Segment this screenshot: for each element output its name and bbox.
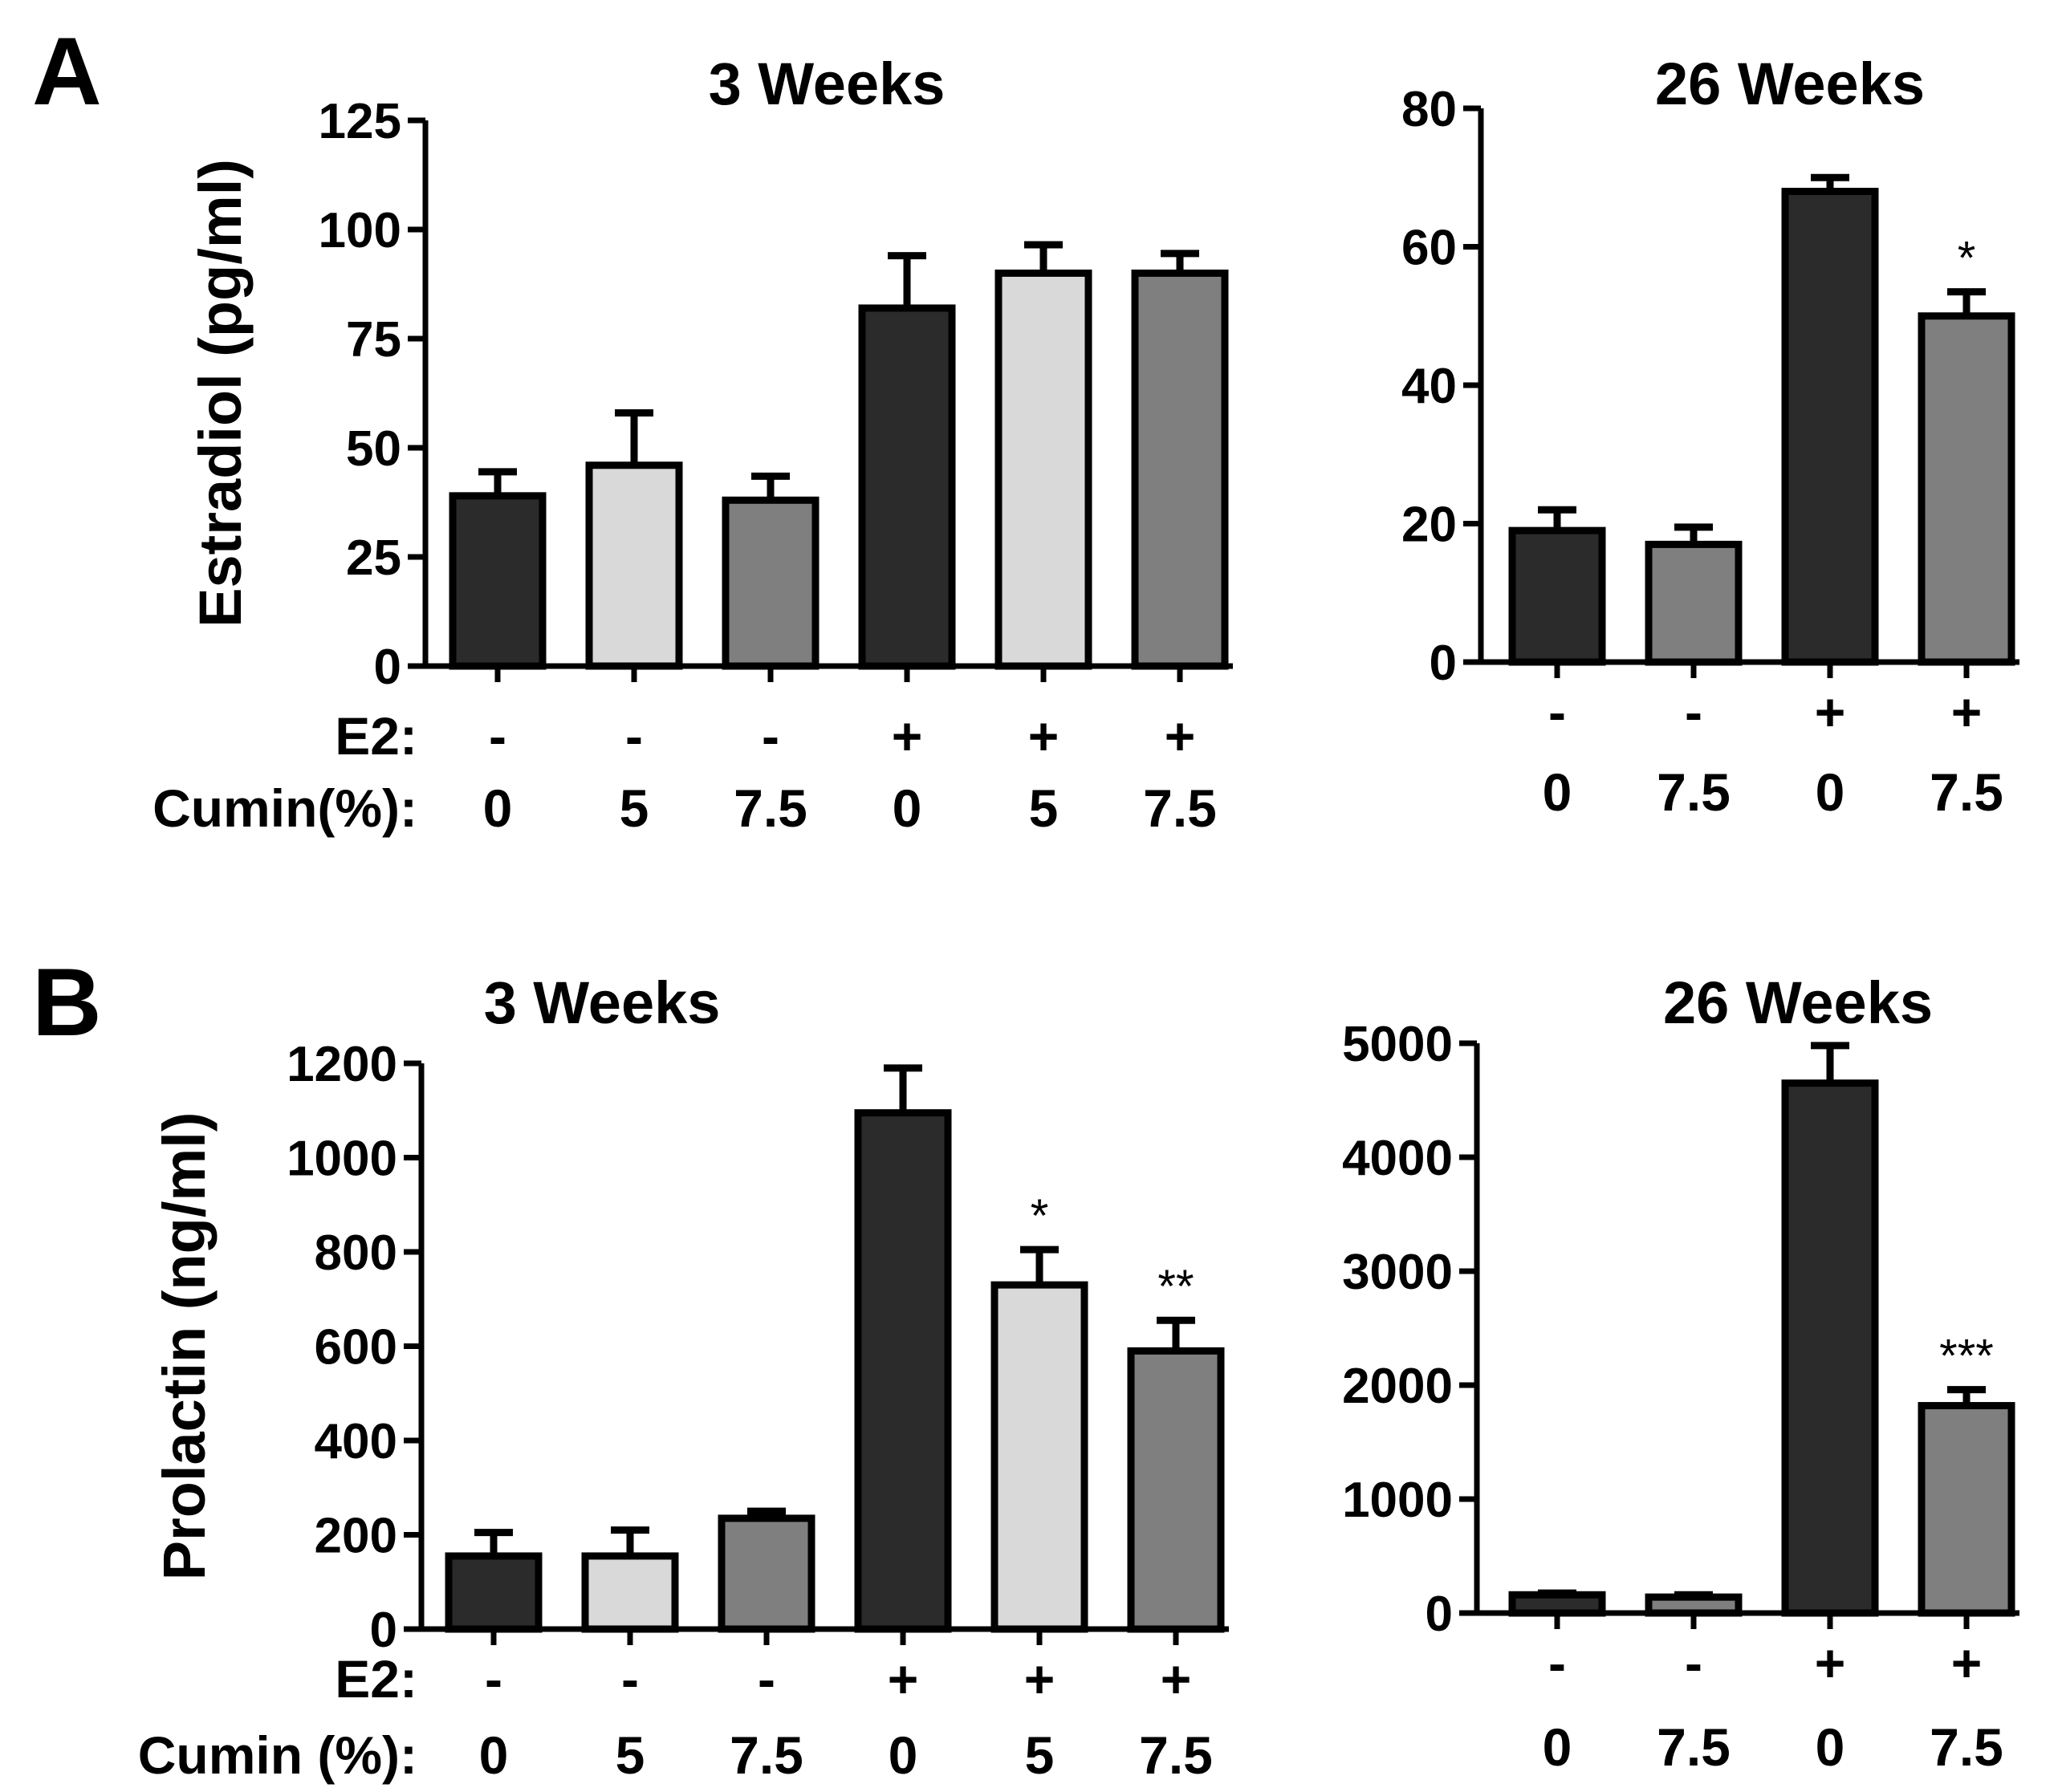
a-3w-category-label: - [489,706,506,766]
b-3w-category-label: - [621,1649,639,1709]
b-3w-bar [445,1552,543,1633]
a-3w-bar [1131,269,1229,670]
a-26w-bar [1918,312,2015,666]
b-26w-bar [1781,1079,1879,1617]
a-3w-category-label: 5 [620,778,649,838]
panel-label-a: A [32,18,102,125]
b-26w-category-label: 0 [1816,1717,1845,1777]
b-3w-y-tick-label: 1000 [287,1132,397,1187]
a-3w-row-label: Cumin(%): [153,778,417,838]
b-3w-category-label: 5 [1025,1725,1055,1785]
a-3w-y-tick-label: 125 [319,94,401,149]
b-26w-y-tick-label: 5000 [1342,1017,1453,1072]
b-26w-significance-mark: *** [1939,1331,1994,1383]
a-3w-category-label: 5 [1029,778,1059,838]
a-3w-y-tick-label: 25 [346,530,401,586]
b-26w-category-label: + [1951,1633,1983,1692]
b-26w-category-label: 7.5 [1657,1717,1731,1777]
a-3w-category-label: - [762,706,779,766]
b-3w-y-tick-label: 400 [315,1414,397,1469]
a-3w-bar [585,461,683,670]
a-3w-category-label: 0 [483,778,513,838]
b-3w-bar [1127,1347,1225,1633]
a-26w-bar [1645,540,1743,666]
b-3w-category-label: - [485,1649,502,1709]
b-3w-y-tick-label: 200 [315,1509,397,1564]
b-26w-bar [1918,1402,2015,1617]
a-26w-y-tick-label: 60 [1401,221,1457,276]
b-26w-y-tick-label: 2000 [1342,1359,1453,1414]
b-26w-category-label: - [1548,1633,1566,1692]
a-3w-category-label: 7.5 [1143,778,1217,838]
a-3w-y-tick-label: 75 [346,312,401,368]
b-3w-y-tick-label: 600 [315,1320,397,1375]
b-3w-category-label: 0 [889,1725,918,1785]
b-3w-category-label: 0 [479,1725,509,1785]
a-3w-bar [449,492,547,670]
a-26w-category-label: - [1548,682,1566,742]
b-3w-significance-mark: ** [1157,1261,1194,1313]
b-26w-title: 26 Weeks [1663,969,1933,1036]
a-26w-title: 26 Weeks [1655,51,1925,117]
a-3w-y-tick-label: 0 [374,640,401,695]
a-3w-y-axis-label: Estradiol (pg/ml) [187,159,254,628]
b-3w-category-label: 5 [616,1725,645,1785]
b-3w-category-label: + [1024,1649,1055,1709]
b-3w-category-label: + [1161,1649,1192,1709]
a-26w-category-label: 0 [1543,762,1572,822]
a-3w-bar [722,496,820,670]
b-3w-y-tick-label: 1200 [287,1037,397,1092]
b-26w-category-label: 7.5 [1930,1717,2003,1777]
a-3w-y-tick-label: 100 [319,203,401,258]
b-3w-category-label: + [888,1649,919,1709]
b-3w-y-axis-label: Prolactin (ng/ml) [151,1112,218,1581]
b-3w-category-label: 7.5 [730,1725,803,1785]
a-26w-significance-mark: * [1958,233,1976,285]
a-26w-y-tick-label: 0 [1430,636,1457,691]
a-26w-category-label: 7.5 [1930,762,2003,822]
a-26w-category-label: + [1951,682,1983,742]
a-26w-y-tick-label: 40 [1401,359,1457,414]
a-3w-category-label: + [1028,706,1060,766]
a-26w-category-label: 7.5 [1657,762,1731,822]
a-3w-row-label: E2: [335,706,417,766]
a-3w-title: 3 Weeks [709,51,946,117]
b-26w-category-label: + [1815,1633,1846,1692]
a-26w-category-label: + [1815,682,1846,742]
panel-label-b: B [32,949,102,1056]
b-3w-y-tick-label: 800 [315,1225,397,1281]
b-26w-y-tick-label: 1000 [1342,1473,1453,1528]
a-3w-bar [858,304,956,670]
b-26w-y-tick-label: 0 [1426,1587,1453,1642]
b-26w-category-label: 0 [1543,1717,1572,1777]
a-26w-category-label: - [1685,682,1702,742]
b-26w-y-tick-label: 3000 [1342,1245,1453,1300]
b-3w-bar [581,1552,679,1633]
b-3w-title: 3 Weeks [484,969,721,1036]
b-3w-category-label: 7.5 [1139,1725,1213,1785]
a-3w-bar [994,269,1092,670]
b-3w-y-tick-label: 0 [370,1603,397,1658]
a-26w-y-tick-label: 80 [1401,82,1457,137]
a-26w-y-tick-label: 20 [1401,498,1457,553]
a-3w-category-label: + [892,706,923,766]
b-3w-row-label: Cumin (%): [138,1725,417,1785]
a-26w-bar [1781,188,1879,666]
b-3w-bar [718,1514,815,1633]
a-3w-category-label: 7.5 [734,778,807,838]
a-3w-category-label: 0 [893,778,922,838]
a-3w-category-label: - [625,706,643,766]
b-3w-row-label: E2: [335,1649,417,1709]
b-3w-bar [990,1281,1088,1633]
b-3w-category-label: - [758,1649,775,1709]
b-3w-bar [854,1109,952,1633]
a-3w-y-tick-label: 50 [346,421,401,477]
b-26w-category-label: - [1685,1633,1702,1692]
b-26w-y-tick-label: 4000 [1342,1131,1453,1186]
a-3w-category-label: + [1165,706,1196,766]
a-26w-bar [1508,526,1606,666]
a-26w-category-label: 0 [1816,762,1845,822]
b-3w-significance-mark: * [1031,1190,1049,1242]
